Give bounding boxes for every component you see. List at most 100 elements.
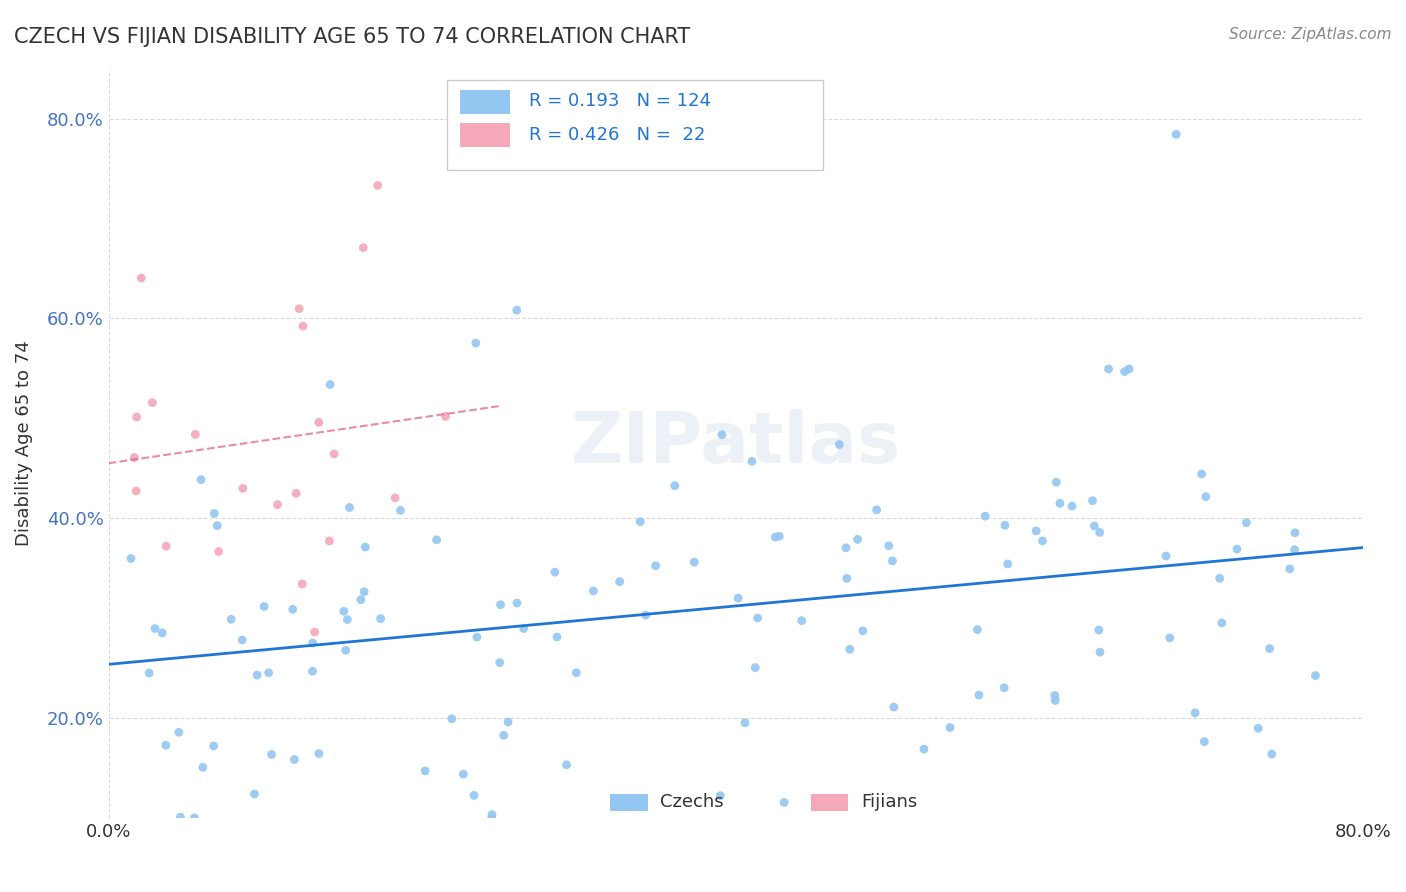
Point [143, 622, 166, 636]
Text: R = 0.426   N =  22: R = 0.426 N = 22 [529, 126, 704, 144]
Point [1211, 615, 1233, 630]
Point [852, 624, 875, 638]
Point [253, 599, 276, 614]
Point [1258, 641, 1281, 656]
Point [709, 789, 731, 803]
Point [141, 395, 163, 409]
Point [506, 596, 529, 610]
Point [1305, 668, 1327, 682]
Text: Fijians: Fijians [860, 793, 917, 811]
Point [370, 612, 392, 626]
Point [489, 598, 512, 612]
Point [231, 633, 253, 648]
Point [291, 319, 314, 334]
Point [506, 303, 529, 318]
Point [167, 725, 190, 739]
Point [966, 623, 988, 637]
FancyBboxPatch shape [447, 79, 824, 169]
Point [339, 500, 361, 515]
Point [912, 742, 935, 756]
Point [1049, 496, 1071, 510]
Point [125, 484, 148, 499]
Point [205, 518, 228, 533]
Text: R = 0.193   N = 124: R = 0.193 N = 124 [529, 92, 710, 110]
Point [335, 643, 357, 657]
Point [232, 481, 254, 495]
Point [183, 811, 205, 825]
Point [773, 796, 796, 810]
Point [304, 625, 326, 640]
Point [367, 178, 389, 193]
Point [664, 479, 686, 493]
Point [1088, 645, 1111, 659]
Point [318, 533, 340, 548]
Point [190, 473, 212, 487]
Point [481, 812, 503, 826]
Point [768, 529, 790, 543]
Point [336, 613, 359, 627]
Point [1236, 516, 1258, 530]
Point [1191, 467, 1213, 481]
Point [301, 664, 323, 678]
FancyBboxPatch shape [460, 123, 510, 147]
Point [169, 810, 191, 824]
Point [481, 807, 503, 822]
Point [1031, 533, 1053, 548]
Point [835, 571, 858, 585]
Point [260, 747, 283, 762]
Point [243, 787, 266, 801]
Point [288, 301, 311, 316]
Point [846, 533, 869, 547]
Point [202, 507, 225, 521]
Point [1045, 475, 1067, 490]
Point [994, 518, 1017, 533]
Point [997, 557, 1019, 571]
FancyBboxPatch shape [811, 795, 848, 811]
Point [285, 486, 308, 500]
Point [266, 498, 288, 512]
Point [150, 626, 173, 640]
FancyBboxPatch shape [610, 795, 648, 811]
Point [741, 454, 763, 468]
Point [710, 427, 733, 442]
Point [207, 544, 229, 558]
FancyBboxPatch shape [460, 89, 510, 113]
Point [138, 666, 160, 681]
Point [1081, 493, 1104, 508]
Point [544, 565, 567, 579]
Point [155, 539, 177, 553]
Point [308, 747, 330, 761]
Point [413, 764, 436, 778]
Point [353, 584, 375, 599]
Point [332, 604, 354, 618]
Point [883, 700, 905, 714]
Point [463, 789, 485, 803]
Point [440, 712, 463, 726]
Point [124, 450, 146, 465]
Point [877, 539, 900, 553]
Point [191, 760, 214, 774]
Point [546, 630, 568, 644]
Point [790, 614, 813, 628]
Point [865, 503, 887, 517]
Point [1278, 562, 1301, 576]
Point [734, 715, 756, 730]
Point [1209, 571, 1232, 585]
Point [763, 530, 786, 544]
Point [1088, 525, 1111, 540]
Point [319, 377, 342, 392]
Point [1060, 499, 1083, 513]
Point [1154, 549, 1177, 563]
Point [882, 554, 904, 568]
Point [747, 611, 769, 625]
Point [1159, 631, 1181, 645]
Point [350, 592, 373, 607]
Point [1083, 519, 1105, 533]
Point [939, 721, 962, 735]
Point [257, 665, 280, 680]
Point [219, 612, 242, 626]
Point [609, 574, 631, 589]
Point [1226, 542, 1249, 557]
Point [453, 767, 475, 781]
Point [184, 427, 207, 442]
